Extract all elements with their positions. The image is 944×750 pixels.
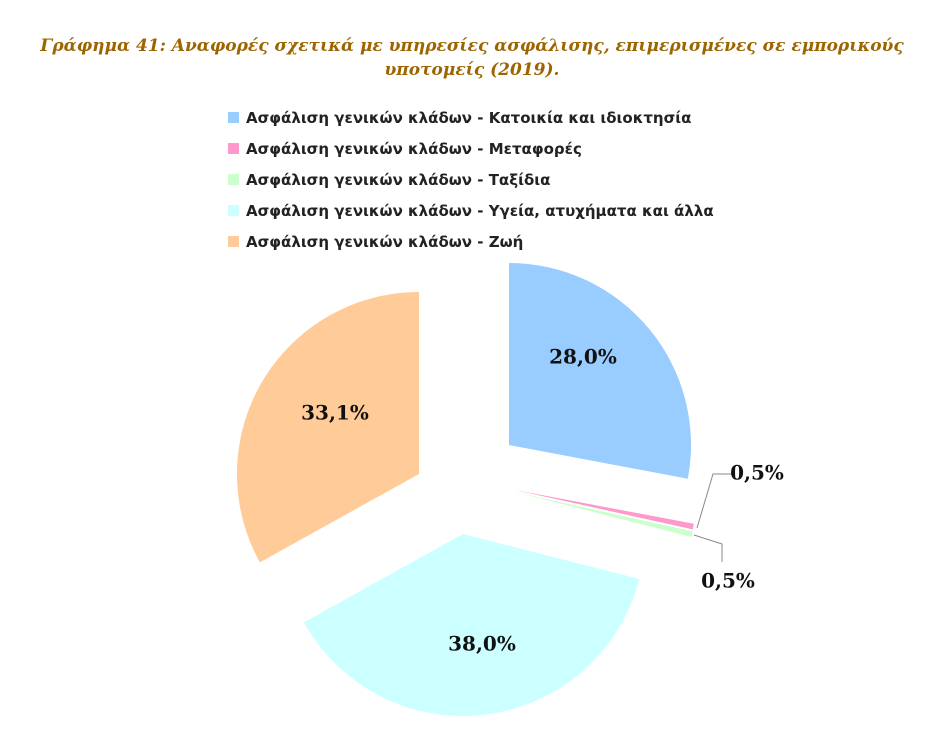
leader-line-travel [693,534,723,562]
legend-swatch-transport [228,143,239,154]
data-label-travel: 0,5% [701,569,755,593]
pie-slice-travel [515,492,693,537]
chart-title-line-1: Γράφημα 41: Αναφορές σχετικά με υπηρεσίε… [40,36,904,56]
leader-line-transport [696,473,733,529]
legend-item-home-property: Ασφάλιση γενικών κλάδων - Κατοικία και ι… [228,102,714,133]
chart-title-line-2: υποτομείς (2019). [384,60,560,80]
pie-slice-life [236,292,419,563]
chart-title: Γράφημα 41: Αναφορές σχετικά με υπηρεσίε… [0,34,944,82]
legend-item-transport: Ασφάλιση γενικών κλάδων - Μεταφορές [228,133,714,164]
legend-label-health-accident: Ασφάλιση γενικών κλάδων - Υγεία, ατυχήμα… [246,201,714,220]
pie-slice-home-property [509,263,692,479]
legend-item-travel: Ασφάλιση γενικών κλάδων - Ταξίδια [228,164,714,195]
legend-label-life: Ασφάλιση γενικών κλάδων - Ζωή [246,232,524,251]
legend-item-life: Ασφάλιση γενικών κλάδων - Ζωή [228,226,714,257]
chart-legend: Ασφάλιση γενικών κλάδων - Κατοικία και ι… [228,102,714,257]
data-label-life: 33,1% [301,401,369,425]
data-label-transport: 0,5% [730,461,784,485]
data-label-health-accident: 38,0% [448,632,516,656]
pie-slice-transport [515,490,694,530]
legend-label-transport: Ασφάλιση γενικών κλάδων - Μεταφορές [246,139,582,158]
pie-slice-health-accident [303,534,640,716]
legend-swatch-health-accident [228,205,239,216]
legend-item-health-accident: Ασφάλιση γενικών κλάδων - Υγεία, ατυχήμα… [228,195,714,226]
legend-swatch-life [228,236,239,247]
data-label-home-property: 28,0% [549,345,617,369]
legend-label-travel: Ασφάλιση γενικών κλάδων - Ταξίδια [246,170,551,189]
legend-label-home-property: Ασφάλιση γενικών κλάδων - Κατοικία και ι… [246,108,692,127]
legend-swatch-travel [228,174,239,185]
legend-swatch-home-property [228,112,239,123]
